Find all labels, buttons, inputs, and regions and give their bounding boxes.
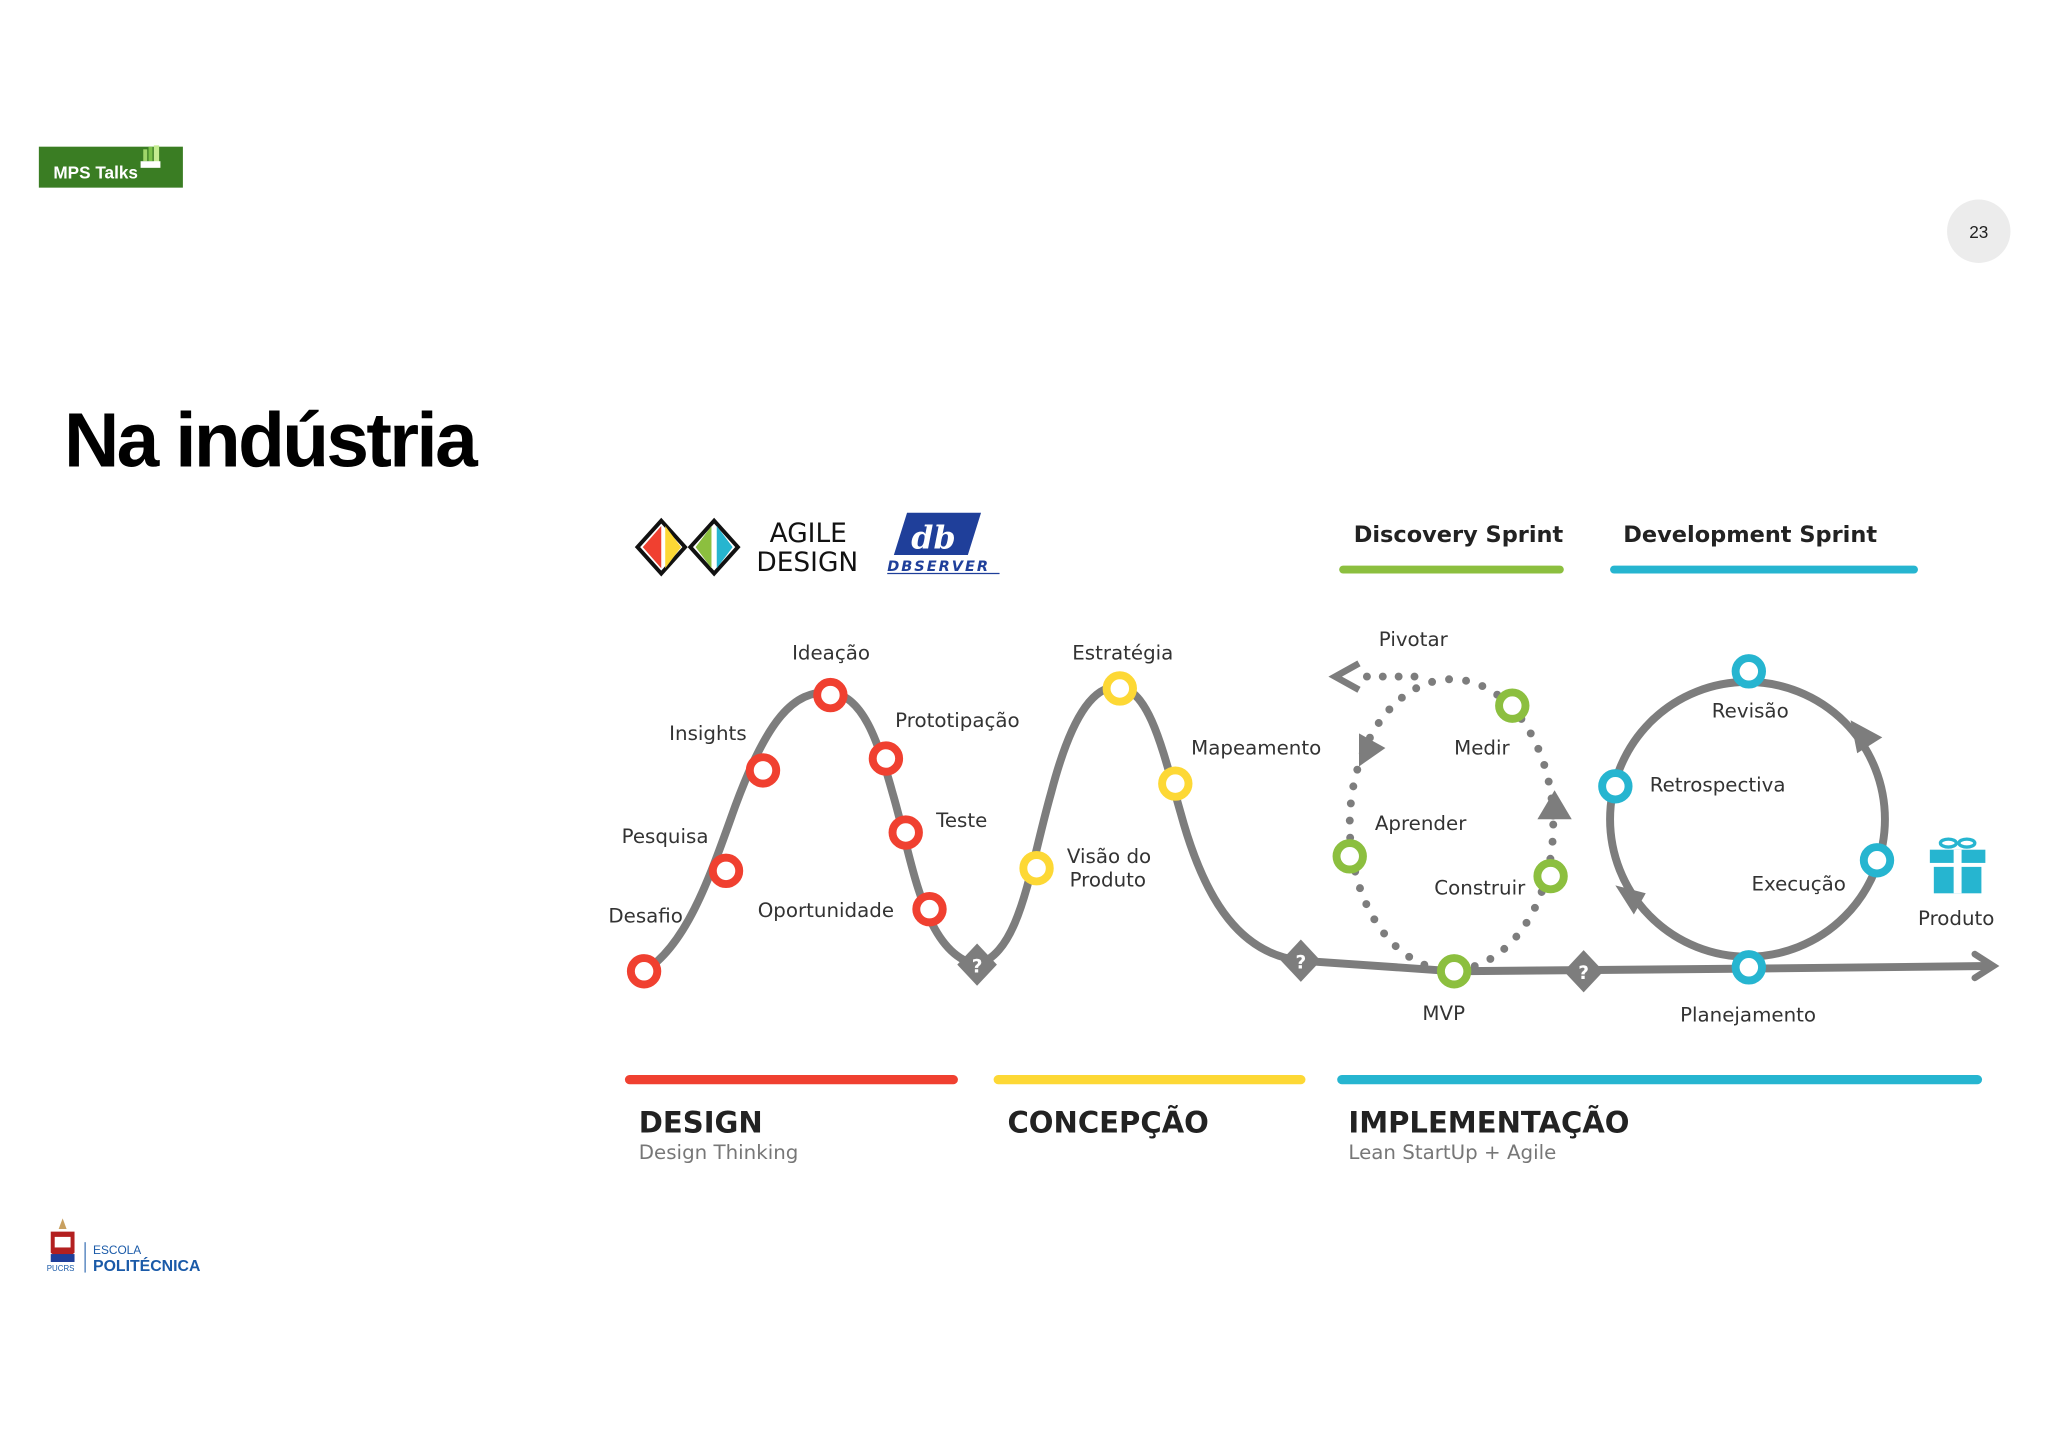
label-ideacao: Ideação — [792, 641, 870, 664]
node-retrospectiva — [1598, 769, 1633, 804]
development-sprint-label: Development Sprint — [1623, 522, 1877, 548]
label-oportunidade: Oportunidade — [758, 899, 894, 922]
label-revisao: Revisão — [1712, 700, 1789, 723]
node-prototipacao — [868, 741, 904, 776]
svg-text:?: ? — [1295, 953, 1306, 974]
phase-title-concepcao: CONCEPÇÃO — [1007, 1105, 1208, 1139]
agile-text: AGILE — [770, 518, 847, 549]
mps-talks-logo: MPS Talks — [38, 145, 183, 188]
label-visao-do: Visão do — [1067, 845, 1151, 868]
page-number: 23 — [1969, 222, 1988, 242]
label-construir: Construir — [1434, 877, 1526, 900]
label-execucao: Execução — [1751, 873, 1845, 896]
decision-diamond: ? — [957, 943, 997, 986]
loop-arrow-icon — [1537, 790, 1572, 820]
politecnica-text: POLITÉCNICA — [93, 1256, 201, 1275]
agile-design-logo: AGILE DESIGN — [634, 517, 858, 578]
node-visao-do-produto — [1019, 851, 1054, 886]
page-number-badge: 23 — [1947, 199, 2011, 263]
phase-title-design: DESIGN — [639, 1105, 763, 1139]
node-teste — [888, 815, 923, 850]
decision-diamond: ? — [1281, 939, 1321, 982]
node-aprender — [1332, 839, 1367, 874]
label-planejamento: Planejamento — [1680, 1003, 1816, 1026]
node-pesquisa — [708, 853, 744, 889]
label-medir: Medir — [1454, 737, 1510, 760]
loop-arrow-icon — [1850, 720, 1883, 754]
pucrs-text: PUCRS — [47, 1264, 75, 1273]
node-execucao — [1859, 843, 1895, 878]
dbserver-mark: db — [911, 519, 955, 556]
node-revisao — [1731, 654, 1767, 689]
loop-arrow-icon — [1615, 885, 1646, 915]
discovery-sprint-label: Discovery Sprint — [1354, 522, 1564, 548]
node-medir — [1495, 688, 1530, 723]
dbserver-logo: db DBSERVER — [887, 512, 1000, 575]
phase-subtitle-implementacao: Lean StartUp + Agile — [1348, 1141, 1556, 1164]
gift-icon — [1929, 837, 1986, 894]
design-text: DESIGN — [756, 547, 858, 578]
label-mvp: MVP — [1422, 1002, 1465, 1025]
node-mapeamento — [1158, 766, 1193, 801]
decision-diamond: ? — [1563, 950, 1604, 993]
pucrs-logo: PUCRS ESCOLA POLITÉCNICA — [47, 1218, 201, 1275]
node-construir — [1533, 858, 1568, 894]
node-oportunidade — [912, 891, 947, 927]
node-mvp — [1436, 954, 1472, 989]
discovery-loop — [1345, 675, 1558, 974]
pivot-arrow-icon — [1328, 660, 1361, 693]
svg-text:?: ? — [1578, 963, 1589, 984]
phase-title-implementacao: IMPLEMENTAÇÃO — [1348, 1105, 1629, 1139]
label-desafio: Desafio — [608, 904, 683, 927]
label-estrategia: Estratégia — [1072, 641, 1173, 664]
development-loop — [1606, 677, 1889, 961]
label-insights: Insights — [669, 722, 746, 745]
dbserver-text: DBSERVER — [887, 559, 990, 575]
node-planejamento — [1731, 950, 1767, 985]
label-mapeamento: Mapeamento — [1191, 737, 1321, 760]
label-prototipacao: Prototipação — [895, 709, 1019, 732]
label-pivotar: Pivotar — [1379, 628, 1449, 651]
loop-arrow-icon — [1358, 733, 1386, 767]
node-desafio — [626, 954, 662, 989]
phase-subtitle-design: Design Thinking — [639, 1141, 799, 1164]
svg-text:?: ? — [972, 957, 983, 978]
label-aprender: Aprender — [1375, 812, 1467, 835]
page-title: Na indústria — [64, 398, 479, 483]
label-pesquisa: Pesquisa — [622, 825, 709, 848]
label-teste: Teste — [935, 809, 987, 832]
label-produto: Produto — [1918, 907, 1994, 930]
label-retrospectiva: Retrospectiva — [1650, 774, 1786, 797]
node-estrategia — [1102, 671, 1137, 706]
mps-talks-text: MPS Talks — [53, 162, 138, 182]
process-flow-path — [640, 683, 1994, 976]
node-insights — [745, 753, 781, 788]
escola-text: ESCOLA — [93, 1243, 141, 1257]
arrow-head-icon — [1971, 950, 2000, 982]
label-produto-visao: Produto — [1070, 869, 1146, 892]
node-ideacao — [813, 677, 848, 713]
